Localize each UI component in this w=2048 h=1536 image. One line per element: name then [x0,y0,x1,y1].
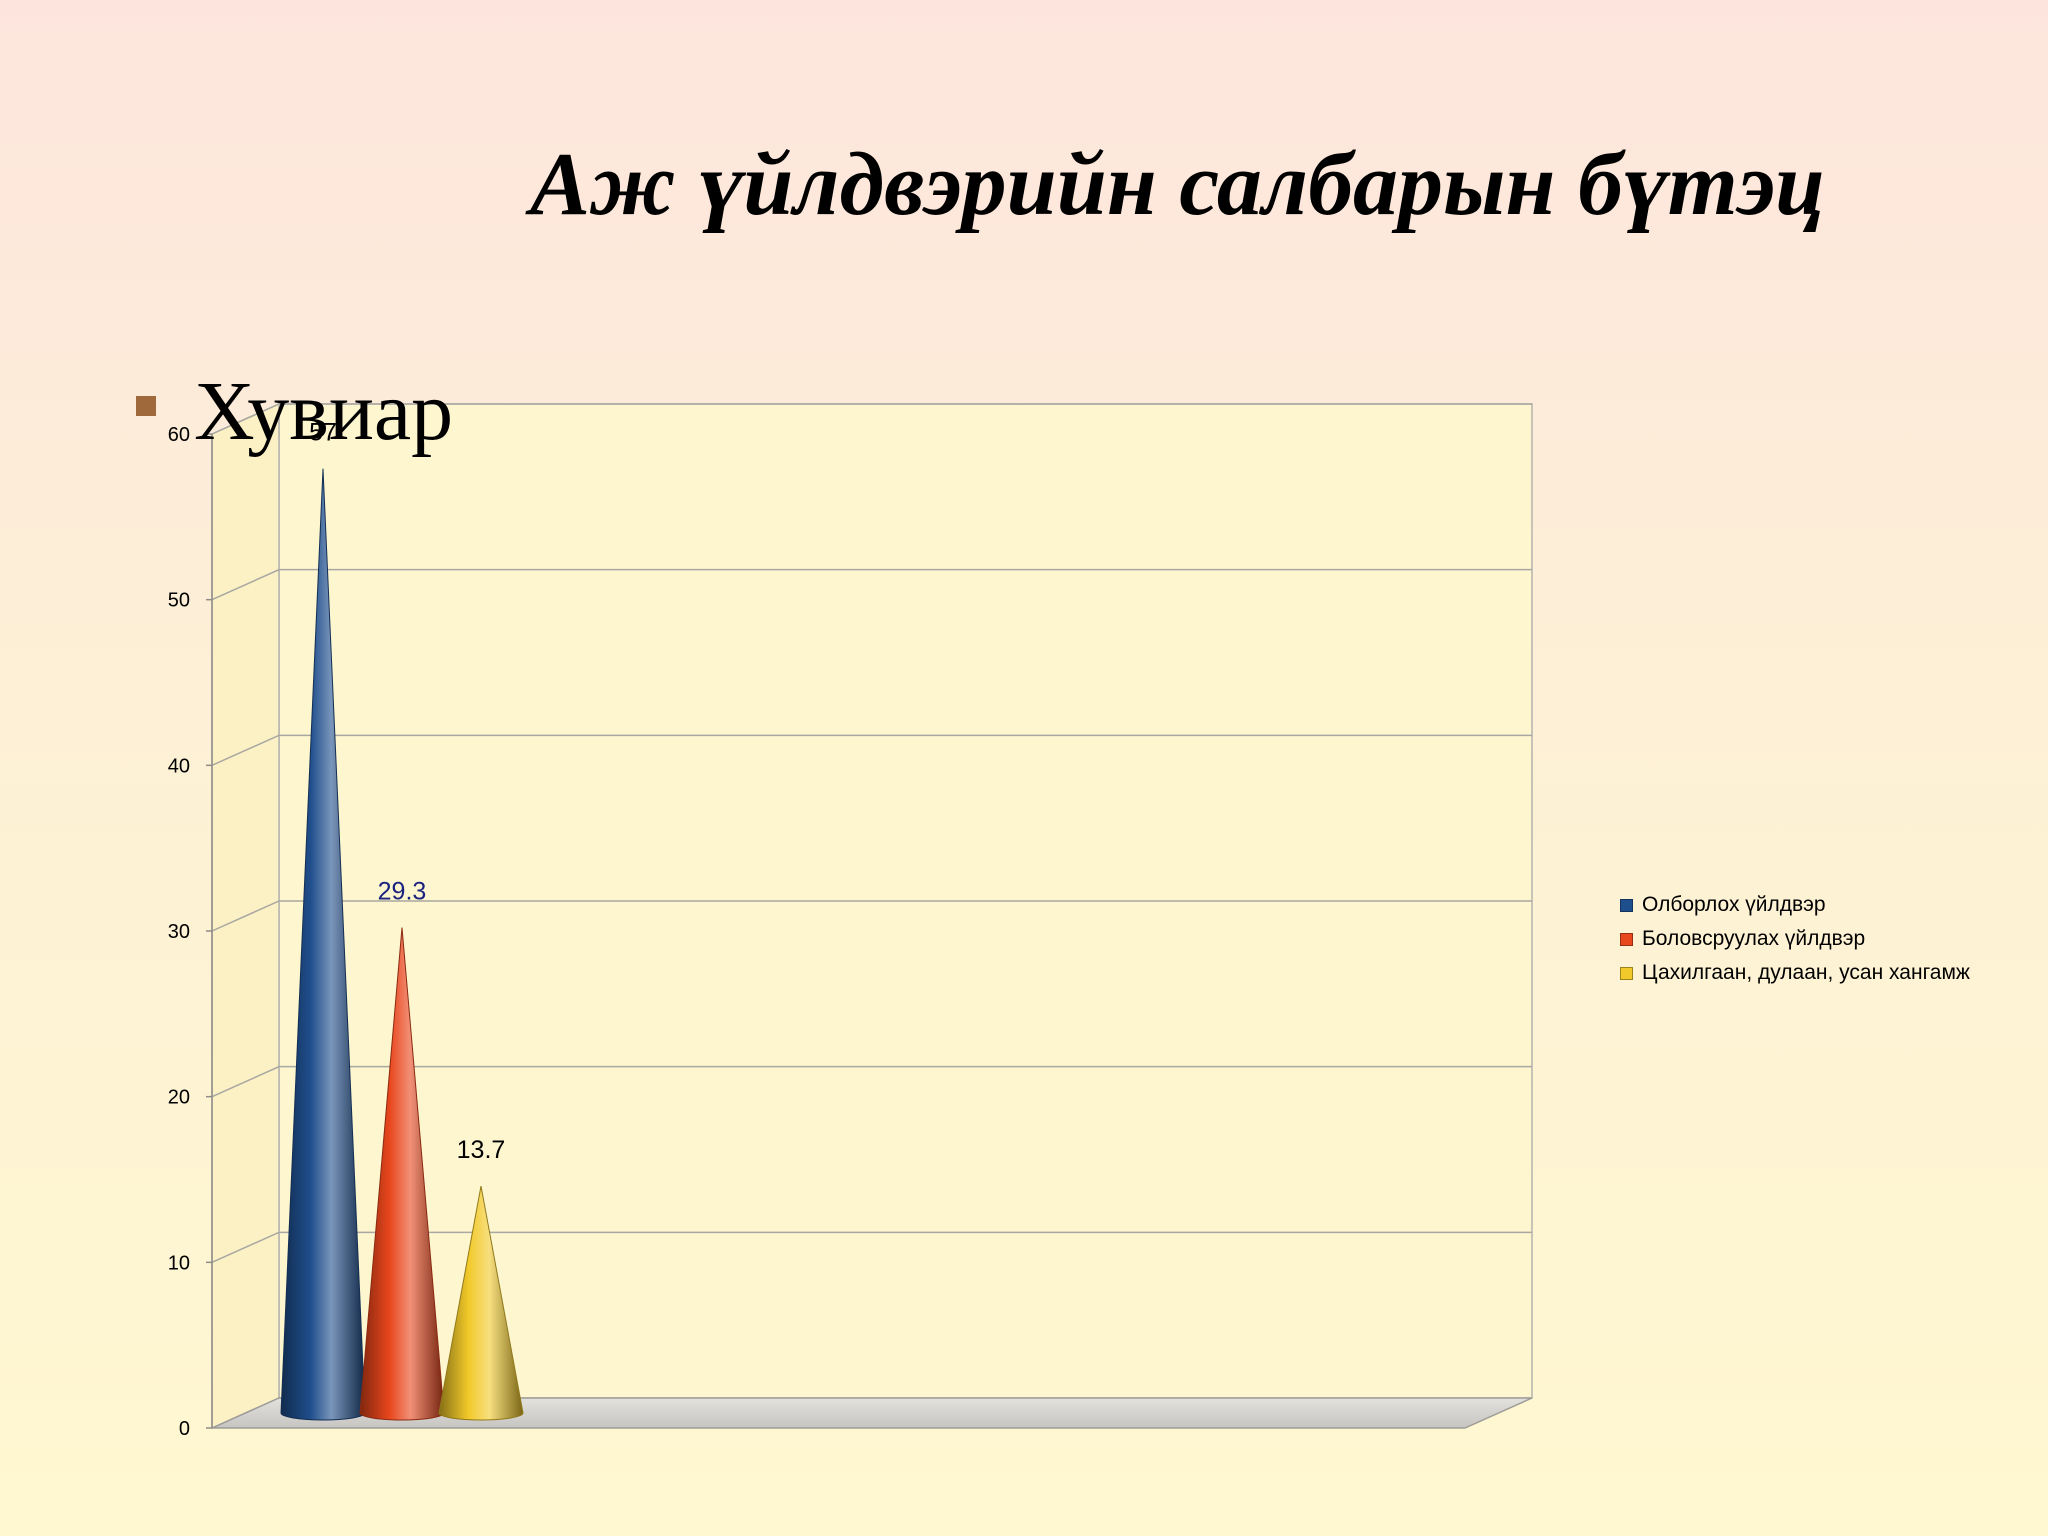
gridline [211,568,1532,601]
legend-swatch-icon [1620,932,1633,946]
y-tick-label: 0 [179,1418,190,1440]
y-tick-label: 40 [168,755,190,777]
legend-item: Цахилгаан, дулаан, усан хангамж [1620,956,1970,990]
legend-item: Боловсруулах үйлдвэр [1620,922,1970,956]
data-label: 57 [309,419,337,447]
chart-legend: Олборлох үйлдвэр Боловсруулах үйлдвэр Цахи… [1620,888,1970,990]
y-tick-label: 60 [168,424,190,446]
legend-label: Цахилгаан, дулаан, усан хангамж [1642,961,1970,984]
chart-floor [211,1397,1533,1429]
legend-item: Олборлох үйлдвэр [1620,888,1970,922]
data-label: 29.3 [378,878,427,906]
data-label: 13.7 [457,1136,506,1164]
legend-swatch-icon [1620,966,1633,980]
y-tick-label: 50 [168,590,190,612]
y-tick-label: 10 [168,1252,190,1274]
cone-bar [438,1185,524,1421]
y-tick-label: 20 [168,1087,190,1109]
gridline [211,403,1532,435]
gridline [211,1231,1532,1264]
bullet-square-icon [136,396,156,416]
slide-title: Аж үйлдвэрийн салбарын бүтэц [530,135,1826,234]
gridline [211,900,1532,932]
bullet-text: Хувиар [194,365,454,458]
legend-label: Боловсруулах үйлдвэр [1642,927,1866,950]
gridline [211,1065,1532,1098]
gridline [211,734,1532,767]
legend-label: Олборлох үйлдвэр [1642,893,1826,916]
y-tick-label: 30 [168,921,190,943]
legend-swatch-icon [1620,898,1633,912]
